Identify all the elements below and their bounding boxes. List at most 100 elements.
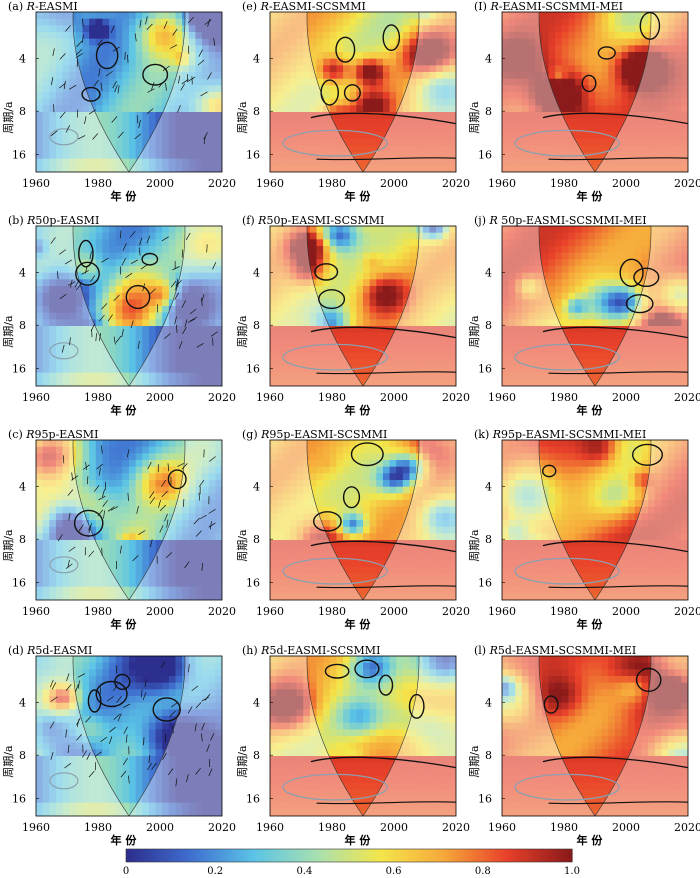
colorbar-swatch	[416, 849, 420, 862]
colorbar-swatch	[438, 849, 442, 862]
colorbar-swatch	[527, 849, 531, 862]
title-suffix: 50p-EASMI-SCSMMI	[266, 214, 384, 227]
y-tick-label: 8	[485, 749, 492, 762]
y-tick-label: 16	[12, 576, 26, 589]
title-italic: R	[26, 644, 35, 657]
title-italic: R	[260, 428, 269, 441]
panel-title-j: (j) R 50p-EASMI-SCSMMI-MEI	[474, 214, 647, 227]
title-prefix: (k)	[474, 428, 493, 441]
colorbar-swatch	[472, 849, 476, 862]
x-axis-label: 年 份	[344, 403, 371, 417]
x-tick-label: 1980	[84, 821, 112, 834]
colorbar-swatch	[461, 849, 465, 862]
colorbar-swatch	[312, 849, 316, 862]
y-tick-label: 4	[485, 52, 492, 65]
colorbar-swatch	[516, 849, 520, 862]
title-italic: R	[257, 214, 266, 227]
x-tick-label: 1960	[256, 177, 284, 190]
colorbar-swatch	[256, 849, 260, 862]
colorbar-swatch	[156, 849, 160, 862]
x-tick-label: 1960	[22, 821, 50, 834]
title-suffix: -EASMI-SCSMMI-MEI	[499, 0, 623, 13]
x-tick-label: 1980	[550, 391, 578, 404]
colorbar-swatch	[152, 849, 156, 862]
x-tick-label: 1980	[318, 177, 346, 190]
colorbar-swatch	[148, 849, 152, 862]
y-tick-label: 4	[485, 696, 492, 709]
heatmap-j	[502, 224, 689, 387]
colorbar-swatch	[520, 849, 524, 862]
colorbar-swatch	[264, 849, 268, 862]
title-prefix: (c)	[8, 428, 26, 441]
y-tick-label: 8	[19, 533, 26, 546]
colorbar-swatch	[423, 849, 427, 862]
colorbar-swatch	[290, 849, 294, 862]
x-axis-label: 年 份	[110, 833, 137, 847]
phase-arrow	[207, 244, 208, 252]
title-suffix: 5d-EASMI-SCSMMI-MEI	[498, 644, 636, 657]
phase-arrow	[144, 737, 145, 745]
y-axis-label: 周期/a	[236, 529, 249, 562]
colorbar-swatch	[546, 849, 550, 862]
title-prefix: (l)	[474, 644, 490, 657]
x-tick-label: 1960	[488, 605, 516, 618]
colorbar-swatch	[487, 849, 491, 862]
y-tick-label: 4	[253, 266, 260, 279]
title-italic: R	[489, 0, 498, 13]
colorbar-swatch	[550, 849, 554, 862]
colorbar-tick-label: 0.2	[207, 866, 223, 874]
heatmap-d	[36, 654, 223, 817]
title-italic: R	[260, 0, 269, 13]
title-italic: R	[489, 644, 498, 657]
heatmap-b	[36, 224, 223, 387]
x-tick-label: 1960	[256, 821, 284, 834]
colorbar-swatch	[241, 849, 245, 862]
colorbar-swatch	[133, 849, 137, 862]
title-suffix: 5d-EASMI	[35, 644, 92, 657]
x-tick-label: 2020	[674, 391, 700, 404]
colorbar-swatch	[397, 849, 401, 862]
x-axis-label: 年 份	[110, 617, 137, 631]
y-tick-label: 8	[253, 749, 260, 762]
x-tick-label: 1960	[256, 605, 284, 618]
colorbar-swatch	[390, 849, 394, 862]
colorbar-swatch	[449, 849, 453, 862]
colorbar-swatch	[167, 849, 171, 862]
colorbar-swatch	[457, 849, 461, 862]
colorbar-swatch	[386, 849, 390, 862]
title-italic: R	[260, 644, 269, 657]
colorbar-swatch	[408, 849, 412, 862]
colorbar-tick-label: 0	[123, 866, 129, 874]
colorbar-swatch	[479, 849, 483, 862]
colorbar-swatch	[145, 849, 149, 862]
title-suffix: -EASMI-SCSMMI	[269, 0, 366, 13]
colorbar-swatch	[434, 849, 438, 862]
colorbar-swatch	[130, 849, 134, 862]
panel-title-g: (g) R95p-EASMI-SCSMMI	[242, 428, 387, 441]
colorbar-swatch	[553, 849, 557, 862]
x-axis-label: 年 份	[110, 403, 137, 417]
colorbar-swatch	[349, 849, 353, 862]
colorbar-swatch	[275, 849, 279, 862]
x-tick-label: 2000	[380, 177, 408, 190]
colorbar-swatch	[308, 849, 312, 862]
colorbar-swatch	[394, 849, 398, 862]
y-axis-label: 周期/a	[236, 745, 249, 778]
colorbar-swatch	[412, 849, 416, 862]
colorbar-swatch	[531, 849, 535, 862]
y-tick-label: 4	[253, 52, 260, 65]
colorbar-swatch	[316, 849, 320, 862]
colorbar-swatch	[171, 849, 175, 862]
x-tick-label: 1960	[488, 177, 516, 190]
panel-title-c: (c) R95p-EASMI	[8, 428, 98, 441]
colorbar-swatch	[197, 849, 201, 862]
colorbar-swatch	[226, 849, 230, 862]
phase-arrow	[137, 115, 138, 123]
colorbar-swatch	[524, 849, 528, 862]
title-italic: R	[492, 428, 501, 441]
colorbar-swatch	[215, 849, 219, 862]
